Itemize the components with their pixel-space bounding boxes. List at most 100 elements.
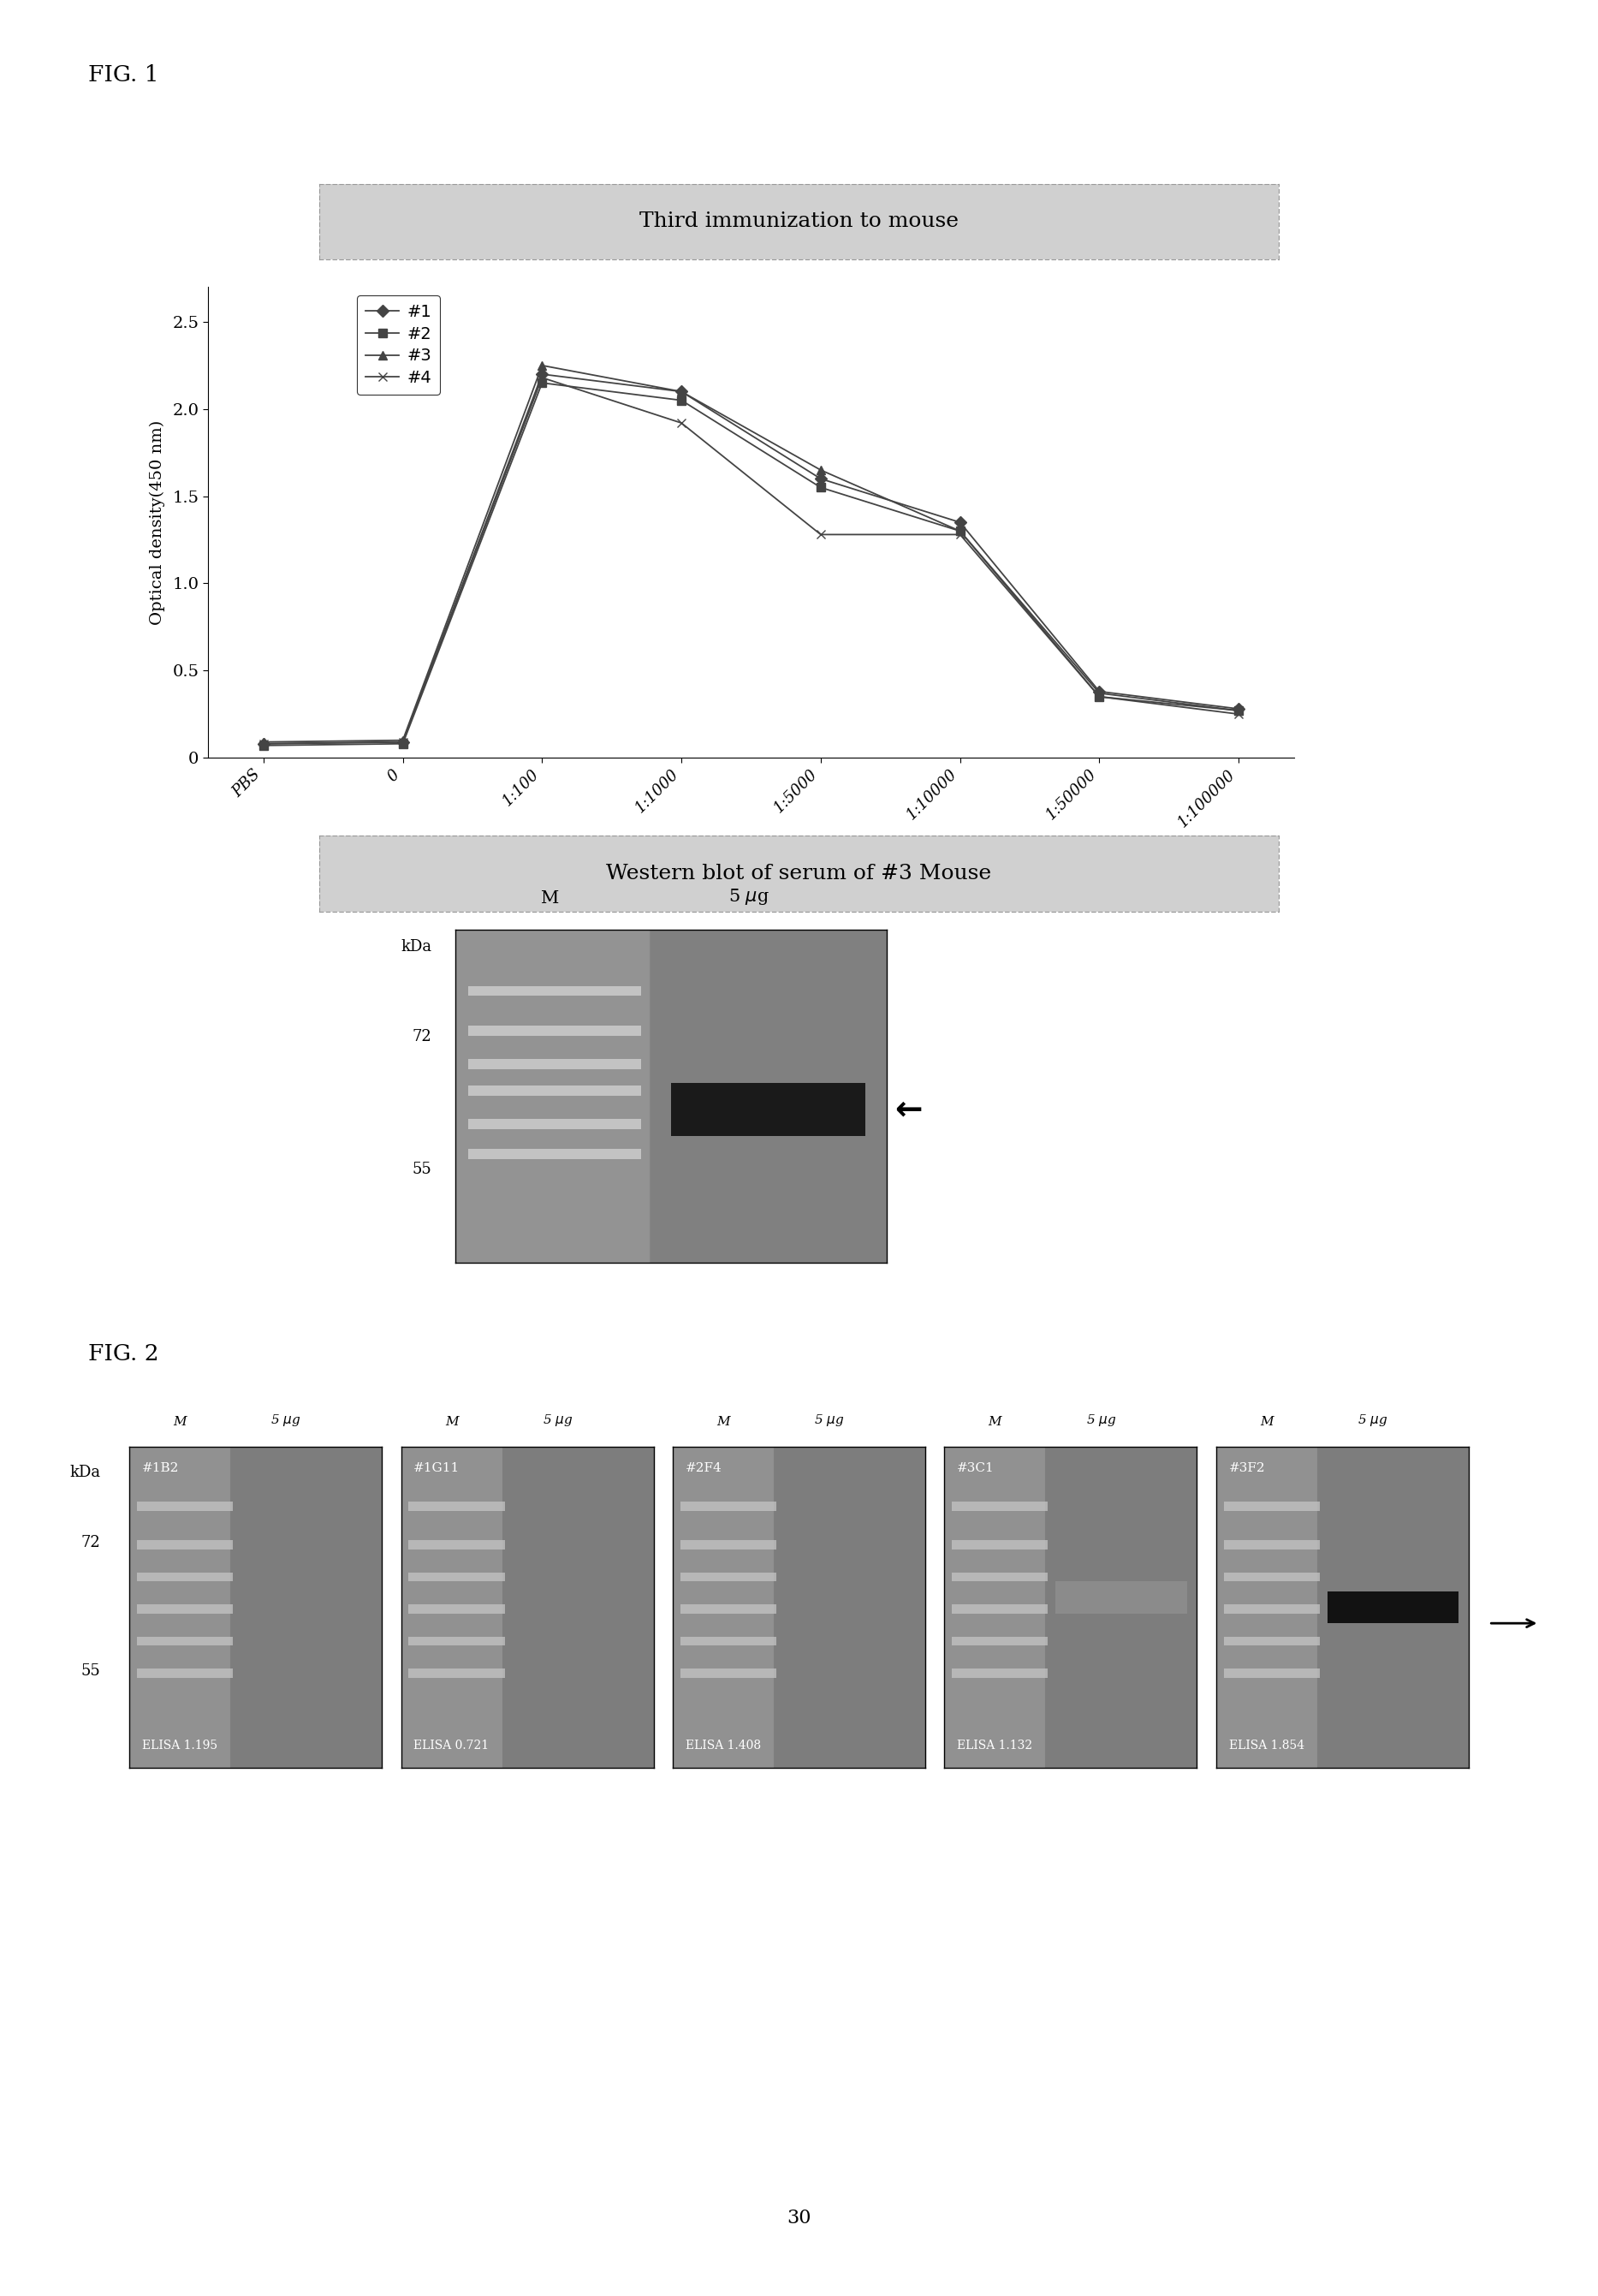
#2 [812,473,831,501]
Bar [1224,1541,1320,1550]
Text: 5 $\mu$g: 5 $\mu$g [813,1412,844,1428]
Text: ELISA 1.132: ELISA 1.132 [957,1740,1032,1752]
#2 [1090,682,1109,709]
Text: 72: 72 [81,1536,101,1550]
#4 [671,409,690,436]
Text: M: M [1259,1417,1274,1428]
Bar [1224,1669,1320,1678]
Text: 5 $\mu$g: 5 $\mu$g [1085,1412,1115,1428]
Bar [409,1669,505,1678]
Text: ELISA 1.195: ELISA 1.195 [142,1740,217,1752]
Bar [468,985,641,996]
Bar [409,1637,505,1646]
Bar [137,1669,233,1678]
Bar [409,1605,505,1614]
Bar [137,1605,233,1614]
Text: M: M [444,1417,459,1428]
Text: ELISA 1.408: ELISA 1.408 [686,1740,761,1752]
Bar [137,1637,233,1646]
Text: M: M [988,1417,1002,1428]
Text: M: M [173,1417,187,1428]
#3 [254,728,273,755]
#1 [951,507,970,535]
Text: kDa: kDa [70,1465,101,1481]
Bar [952,1605,1048,1614]
Text: kDa: kDa [401,939,431,955]
Bar [681,1669,777,1678]
#1 [1090,677,1109,705]
Text: 72: 72 [412,1029,431,1045]
Text: 5 $\mu$g: 5 $\mu$g [542,1412,572,1428]
Text: #3F2: #3F2 [1229,1463,1266,1474]
#3 [812,457,831,484]
Bar [1224,1637,1320,1646]
#3 [1090,680,1109,707]
Bar [681,1573,777,1582]
#1 [812,466,831,494]
Bar [1224,1573,1320,1582]
Bar [671,1084,866,1137]
Bar [681,1605,777,1614]
#2 [532,370,551,397]
Bar [409,1502,505,1511]
Text: M: M [542,891,559,907]
Text: Third immunization to mouse: Third immunization to mouse [639,211,959,232]
Text: 5 $\mu$g: 5 $\mu$g [1357,1412,1387,1428]
#4 [254,730,273,758]
Text: 30: 30 [786,2209,812,2227]
#2 [671,386,690,413]
#3 [393,726,412,753]
#2 [1229,698,1248,726]
Bar [137,1502,233,1511]
Bar [409,1573,505,1582]
#1 [532,360,551,388]
X-axis label: Serum mixing ratio: Serum mixing ratio [658,840,844,859]
Bar [952,1637,1048,1646]
#2 [951,517,970,544]
Text: #2F4: #2F4 [686,1463,722,1474]
Bar [468,1086,641,1095]
Bar [681,1541,777,1550]
Bar [468,1148,641,1159]
Text: ELISA 1.854: ELISA 1.854 [1229,1740,1304,1752]
#4 [951,521,970,549]
Text: #3C1: #3C1 [957,1463,994,1474]
Text: ELISA 0.721: ELISA 0.721 [414,1740,489,1752]
Bar [1056,1582,1187,1614]
Line: #3: #3 [259,360,1243,746]
Line: #1: #1 [259,370,1243,748]
#2 [254,732,273,760]
#4 [1090,682,1109,709]
#1 [393,728,412,755]
#3 [532,351,551,379]
Text: Western blot of serum of #3 Mouse: Western blot of serum of #3 Mouse [606,863,992,884]
Text: FIG. 2: FIG. 2 [88,1343,158,1364]
Line: #2: #2 [259,379,1243,748]
#1 [1229,696,1248,723]
Text: 55: 55 [81,1665,101,1678]
Bar [468,1026,641,1035]
#4 [1229,700,1248,728]
Bar [952,1502,1048,1511]
Text: #1G11: #1G11 [414,1463,460,1474]
#2 [393,730,412,758]
#1 [254,730,273,758]
#3 [671,379,690,406]
Bar [409,1541,505,1550]
Legend: #1, #2, #3, #4: #1, #2, #3, #4 [358,296,439,395]
Text: 5 $\mu$g: 5 $\mu$g [270,1412,300,1428]
Text: 55: 55 [412,1162,431,1178]
#4 [812,521,831,549]
Bar [952,1541,1048,1550]
Text: FIG. 1: FIG. 1 [88,64,158,85]
#4 [532,363,551,390]
Y-axis label: Optical density(450 nm): Optical density(450 nm) [150,420,165,625]
#1 [671,379,690,406]
Bar [468,1118,641,1130]
Text: M: M [716,1417,730,1428]
Bar [681,1502,777,1511]
Bar [681,1637,777,1646]
#3 [1229,698,1248,726]
Text: #1B2: #1B2 [142,1463,179,1474]
Text: ←: ← [895,1093,922,1125]
